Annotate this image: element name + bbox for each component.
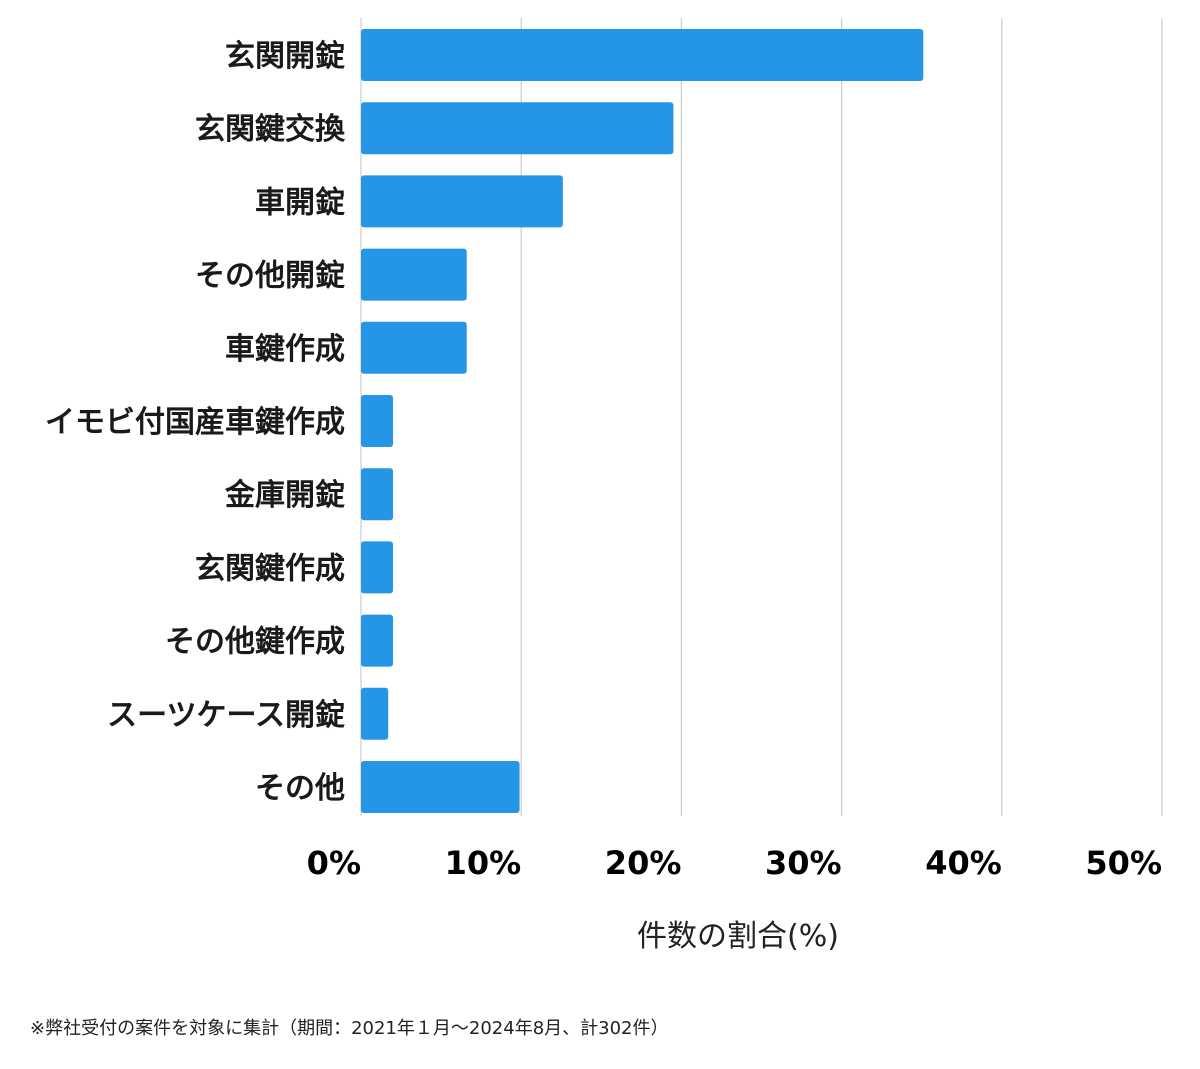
bar-5	[361, 395, 394, 447]
category-label-0: 玄関開錠	[225, 39, 345, 74]
bar-0	[361, 29, 924, 81]
bar-4	[361, 321, 467, 374]
bar-2	[361, 175, 563, 228]
bar-8	[361, 614, 394, 667]
bar-9	[361, 687, 389, 740]
category-label-7: 玄関鍵作成	[195, 551, 345, 586]
x-tick-label-5: 50%	[1085, 844, 1162, 882]
bar-7	[361, 541, 394, 594]
footnote: ※弊社受付の案件を対象に集計（期間：2021年１月〜2024年8月、計302件）	[30, 1018, 669, 1039]
x-tick-label-1: 10%	[445, 844, 522, 882]
bars	[361, 29, 924, 813]
x-tick-label-0: 0%	[307, 844, 361, 882]
category-label-5: イモビ付国産車鍵作成	[45, 405, 345, 440]
category-label-3: その他開錠	[195, 259, 345, 294]
category-label-8: その他鍵作成	[165, 625, 345, 660]
category-label-9: スーツケース開錠	[107, 698, 345, 733]
x-tick-label-3: 30%	[765, 844, 842, 882]
category-label-2: 車開錠	[255, 185, 345, 220]
bar-10	[361, 761, 520, 813]
x-tick-label-4: 40%	[925, 844, 1002, 882]
category-label-1: 玄関鍵交換	[195, 112, 346, 147]
category-label-6: 金庫開錠	[224, 478, 345, 513]
x-axis-title: 件数の割合(%)	[637, 919, 839, 954]
category-labels: 玄関開錠玄関鍵交換車開錠その他開錠車鍵作成イモビ付国産車鍵作成金庫開錠玄関鍵作成…	[45, 39, 346, 806]
x-tick-labels: 0% 10% 20% 30% 40% 50%	[307, 844, 1162, 882]
category-label-4: 車鍵作成	[225, 332, 345, 367]
bar-6	[361, 468, 394, 521]
bar-1	[361, 102, 674, 155]
category-label-10: その他	[255, 771, 345, 806]
x-tick-label-2: 20%	[605, 844, 682, 882]
bar-3	[361, 248, 467, 301]
